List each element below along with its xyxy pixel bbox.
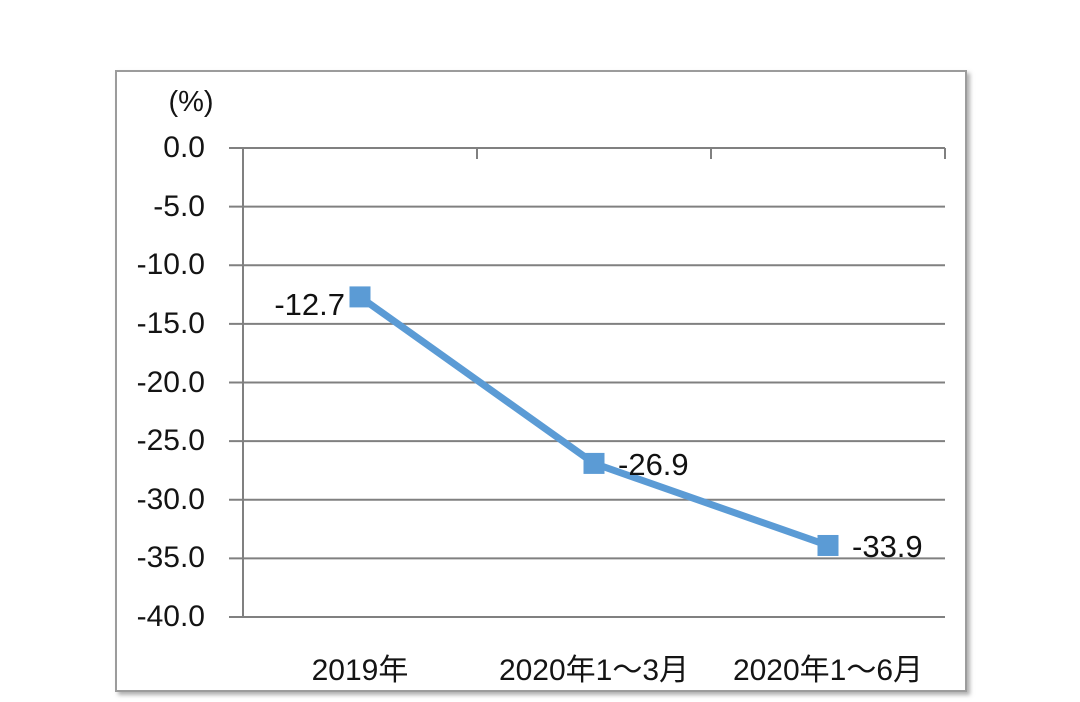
x-category-label: 2020年1～3月 bbox=[498, 654, 690, 687]
x-category-label: 2019年 bbox=[311, 654, 409, 687]
y-tick-label: -35.0 bbox=[136, 541, 205, 575]
x-category-label: 2020年1～6月 bbox=[732, 654, 924, 687]
data-line bbox=[357, 294, 830, 549]
y-tick-label: 0.0 bbox=[163, 131, 205, 164]
data-point-label: -26.9 bbox=[618, 447, 689, 483]
y-tick-label: -25.0 bbox=[136, 424, 205, 458]
y-axis-unit-label: (%) bbox=[168, 86, 214, 118]
data-point-label: -33.9 bbox=[852, 529, 923, 565]
data-point-marker bbox=[349, 286, 371, 308]
data-point-marker bbox=[817, 534, 839, 556]
y-tick-label: -15.0 bbox=[136, 306, 205, 340]
y-tick-label: -40.0 bbox=[136, 600, 205, 633]
y-tick-label: -10.0 bbox=[136, 248, 205, 282]
y-tick-label: -5.0 bbox=[153, 189, 205, 223]
data-point-label: -12.7 bbox=[274, 286, 345, 322]
y-tick-label: -20.0 bbox=[136, 365, 205, 399]
y-tick-label: -30.0 bbox=[136, 482, 205, 516]
chart-border bbox=[115, 70, 967, 692]
data-point-marker bbox=[583, 452, 605, 474]
